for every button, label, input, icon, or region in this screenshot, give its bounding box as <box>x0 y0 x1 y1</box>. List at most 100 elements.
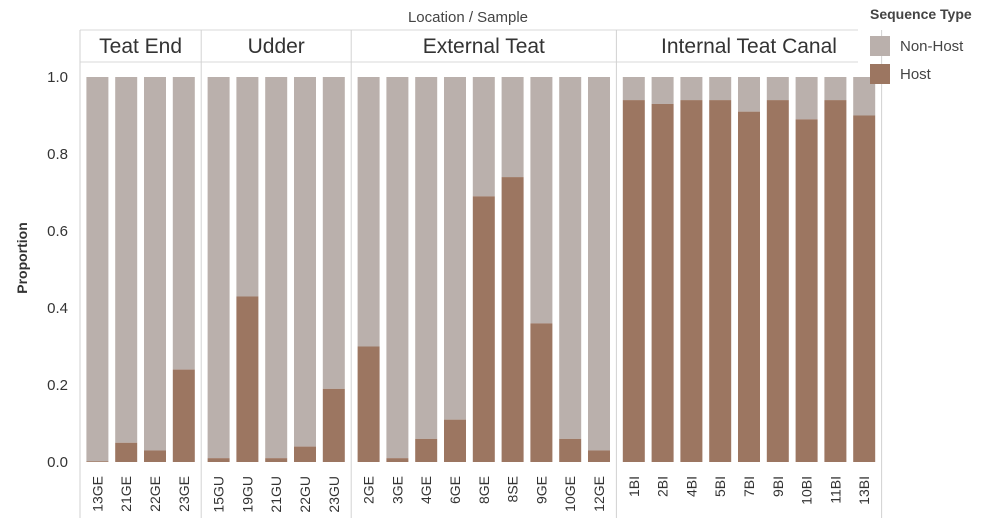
x-category-label: 9GE <box>533 476 549 504</box>
bar-non-host <box>795 77 818 120</box>
bar-host <box>622 100 645 462</box>
bar-host <box>357 346 380 462</box>
group-label: External Teat <box>423 35 545 58</box>
bar-host <box>588 450 610 462</box>
bar-non-host <box>588 77 610 451</box>
bar-non-host <box>472 77 495 197</box>
bar-non-host <box>115 77 138 443</box>
y-tick-label: 0.2 <box>47 377 68 394</box>
bar-host <box>386 458 409 462</box>
bar-host <box>86 461 109 462</box>
y-tick-label: 0.6 <box>47 223 68 240</box>
bar-host <box>265 458 288 462</box>
bar-non-host <box>651 77 674 104</box>
bar-host <box>795 119 818 462</box>
x-category-label: 11BI <box>827 476 843 504</box>
legend-title: Sequence Type <box>870 6 972 22</box>
bar-non-host <box>236 77 259 297</box>
bar-non-host <box>444 77 466 420</box>
bar-non-host <box>86 77 109 462</box>
x-category-label: 8GE <box>476 476 492 504</box>
bar-host <box>415 438 438 462</box>
bar-host <box>236 296 259 462</box>
group-label: Udder <box>248 35 305 58</box>
bar-host <box>144 450 166 462</box>
x-category-label: 23GE <box>176 476 192 512</box>
y-tick-label: 0.8 <box>47 146 68 163</box>
bar-host <box>530 323 553 462</box>
x-category-label: 21GE <box>118 476 134 512</box>
y-tick-label: 1.0 <box>47 69 68 86</box>
bar-non-host <box>207 77 230 459</box>
bar-non-host <box>294 77 316 447</box>
x-category-label: 2GE <box>361 476 377 504</box>
bar-host <box>738 111 760 463</box>
x-category-label: 6GE <box>447 476 463 504</box>
bar-non-host <box>824 77 847 101</box>
x-category-label: 1BI <box>626 476 642 497</box>
bar-non-host <box>357 77 380 347</box>
bar-non-host <box>853 77 876 116</box>
bar-host <box>115 442 138 462</box>
bar-non-host <box>559 77 582 439</box>
y-tick-label: 0.0 <box>47 454 68 471</box>
bar-non-host <box>738 77 760 112</box>
x-category-label: 13BI <box>856 476 872 505</box>
legend-item-host: Host <box>870 60 998 88</box>
x-category-label: 2BI <box>655 476 671 497</box>
bar-non-host <box>766 77 789 101</box>
category-labels: Teat End 13GE 21GE 22GE 23GE Udder 15GU 19GU 21G… <box>89 35 872 513</box>
bar-host <box>294 446 316 462</box>
x-category-label: 3GE <box>389 476 405 504</box>
bar-host <box>559 438 582 462</box>
legend-item-non-host: Non-Host <box>870 32 998 60</box>
group-label: Teat End <box>99 35 182 58</box>
bar-host <box>651 103 674 462</box>
bar-host <box>824 100 847 462</box>
legend: Sequence Type Non-Host Host <box>870 6 998 88</box>
x-category-label: 13GE <box>89 476 105 512</box>
bar-host <box>680 100 703 462</box>
x-category-label: 15GU <box>211 476 227 513</box>
bar-host <box>766 100 789 462</box>
y-axis-label: Proportion <box>14 222 30 294</box>
x-category-label: 22GU <box>297 476 313 513</box>
bar-non-host <box>530 77 553 324</box>
bar-non-host <box>622 77 645 101</box>
bar-non-host <box>680 77 703 101</box>
x-category-label: 5BI <box>712 476 728 497</box>
bar-host <box>709 100 732 462</box>
axes: 0.0 0.2 0.4 0.6 0.8 1.0 <box>47 29 883 518</box>
chart-title: Location / Sample <box>408 9 528 26</box>
bar-host <box>501 177 524 462</box>
bar-non-host <box>501 77 524 178</box>
bar-host <box>172 369 195 462</box>
legend-swatch-host <box>870 64 890 84</box>
bar-host <box>322 388 345 462</box>
x-category-label: 22GE <box>147 476 163 512</box>
bar-non-host <box>709 77 732 101</box>
bar-non-host <box>415 77 438 439</box>
bar-non-host <box>386 77 409 459</box>
bar-non-host <box>265 77 288 459</box>
x-category-label: 23GU <box>326 476 342 513</box>
bar-non-host <box>144 77 166 451</box>
x-category-label: 9BI <box>770 476 786 497</box>
bar-host <box>853 115 876 462</box>
bar-host <box>472 196 495 462</box>
legend-label-host: Host <box>900 65 931 83</box>
x-category-label: 19GU <box>239 476 255 513</box>
x-category-label: 21GU <box>268 476 284 513</box>
bar-non-host <box>172 77 195 370</box>
x-category-label: 10BI <box>799 476 815 505</box>
x-category-label: 12GE <box>591 476 607 512</box>
y-tick-label: 0.4 <box>47 300 68 317</box>
legend-swatch-non-host <box>870 36 890 56</box>
bar-non-host <box>322 77 345 389</box>
x-category-label: 10GE <box>562 476 578 512</box>
bar-host <box>207 458 230 462</box>
x-category-label: 8SE <box>505 476 521 502</box>
bars <box>86 77 876 463</box>
group-label: Internal Teat Canal <box>661 35 837 58</box>
